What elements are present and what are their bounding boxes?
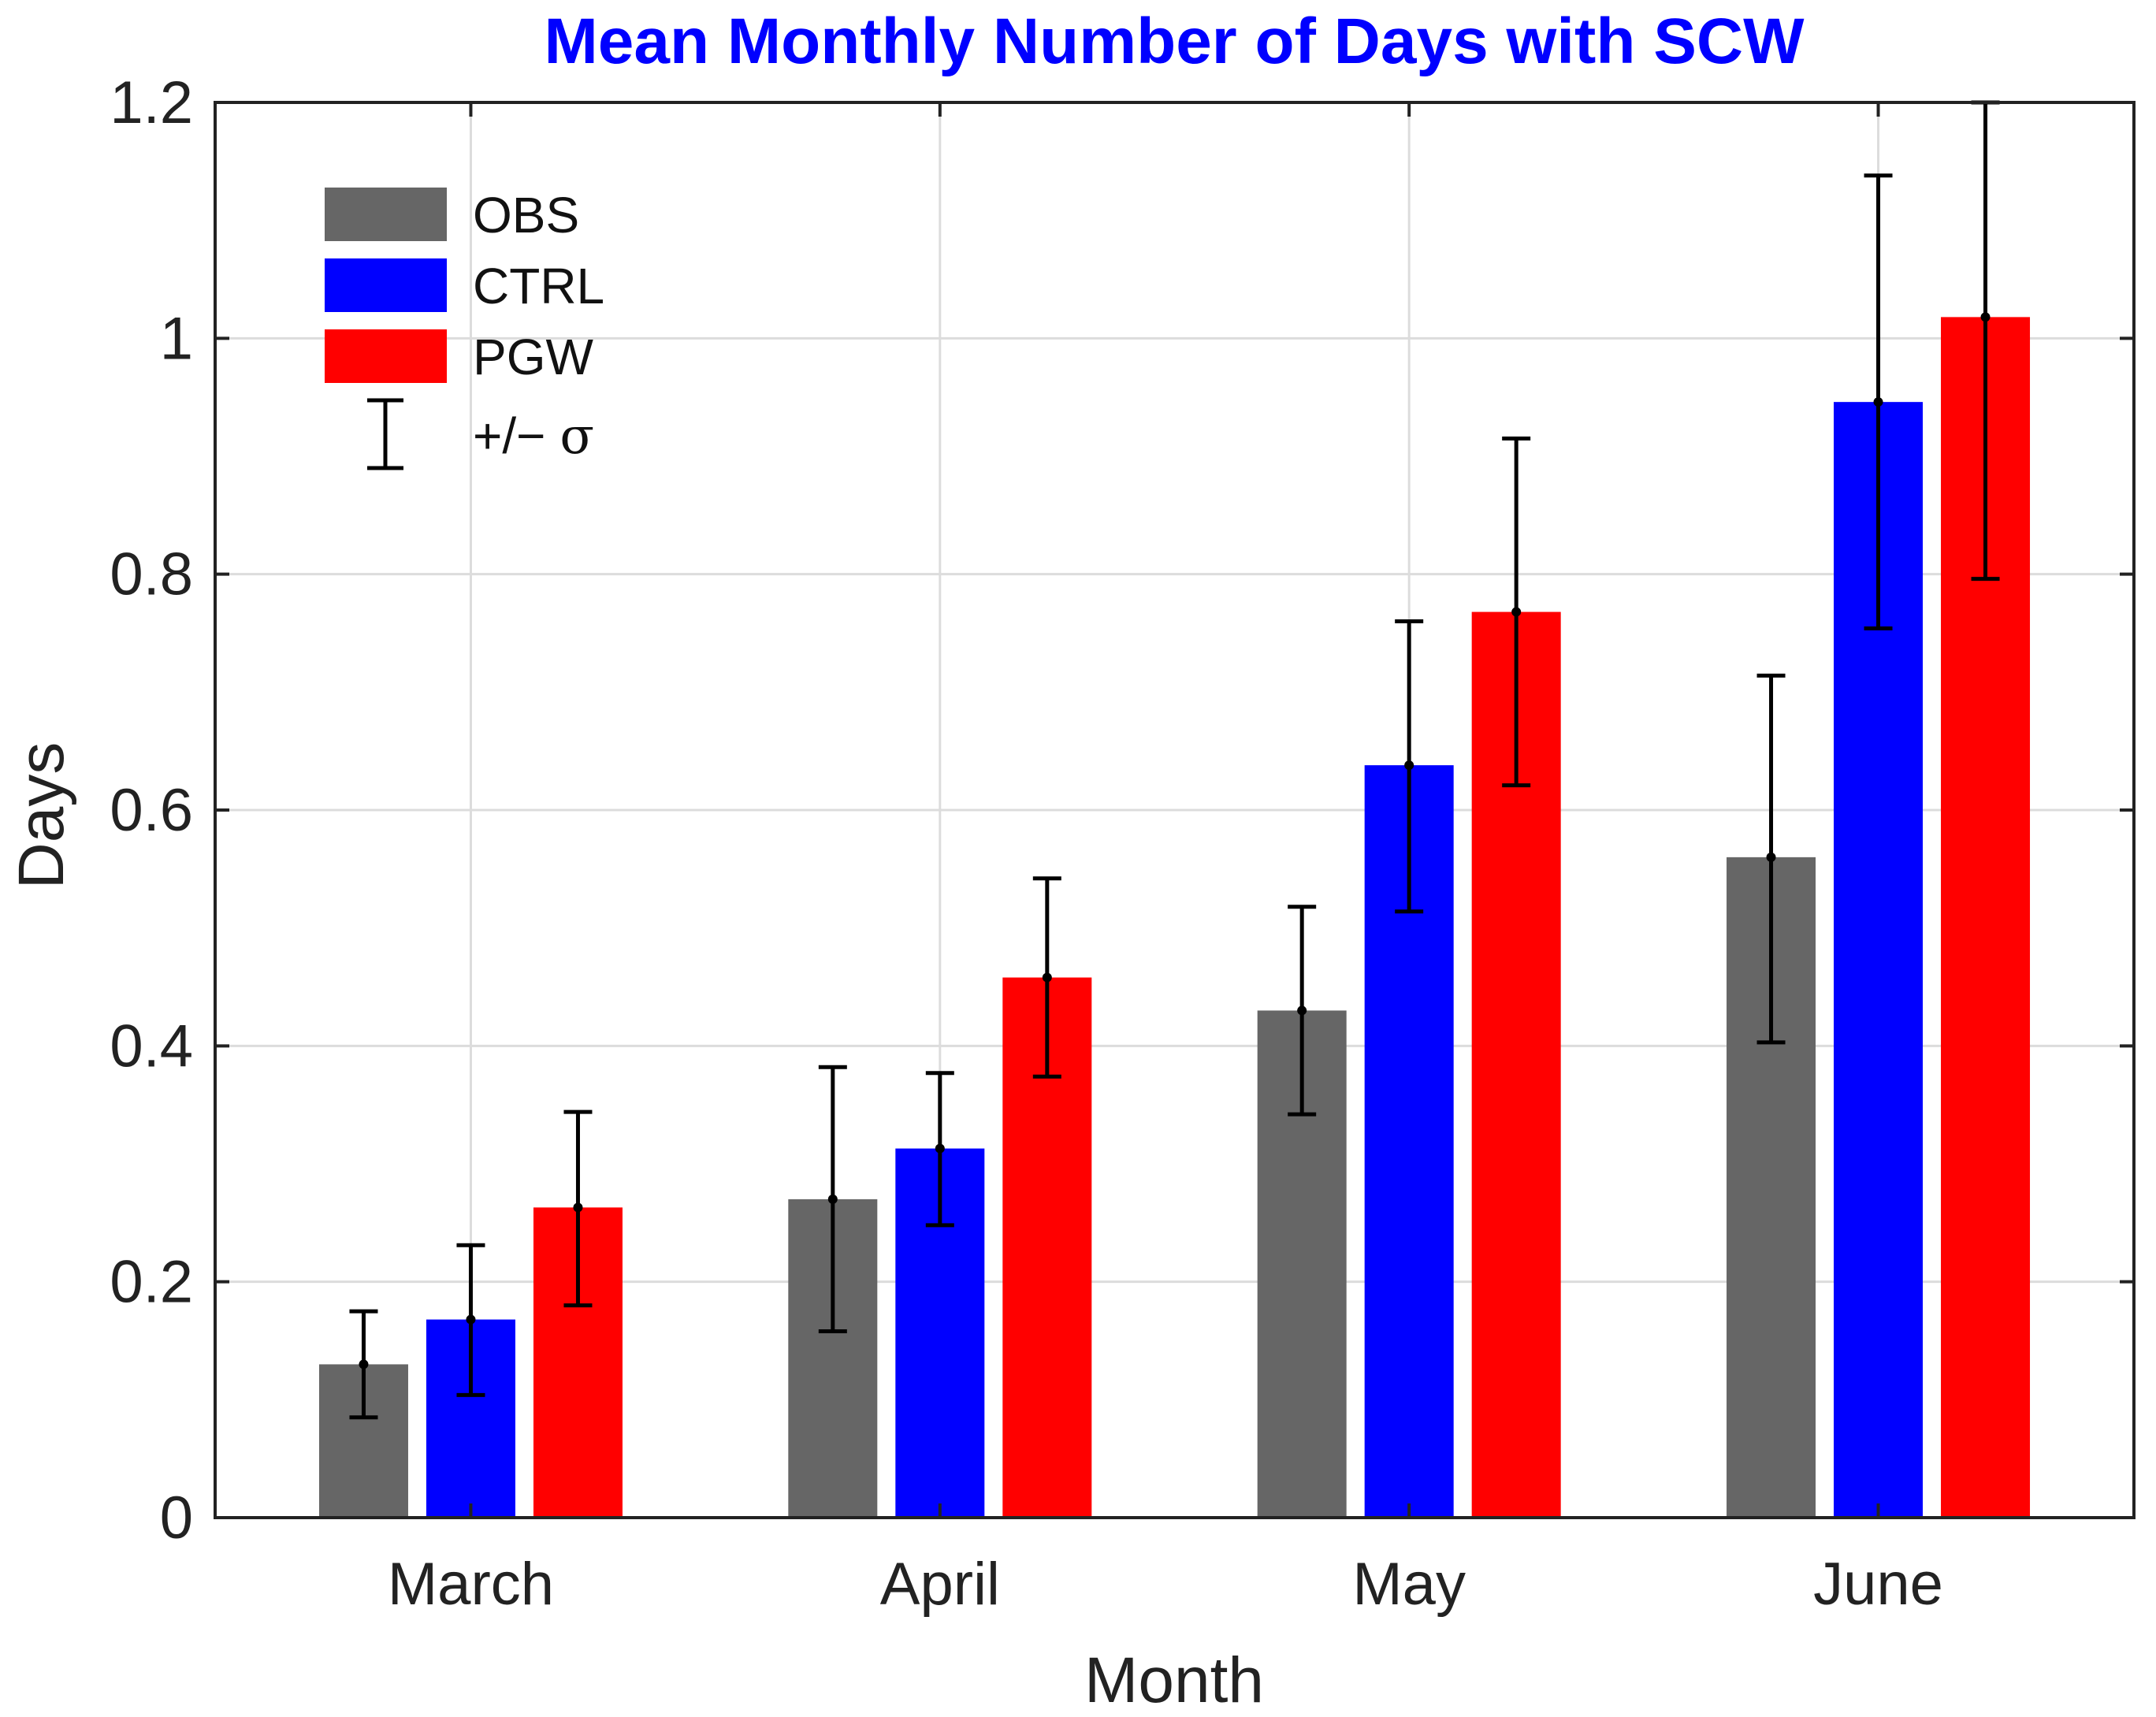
legend-label-obs: OBS: [473, 187, 579, 243]
mean-marker-obs: [1297, 1005, 1307, 1016]
mean-marker-obs: [1766, 852, 1776, 862]
mean-marker-obs: [359, 1359, 369, 1370]
mean-marker-ctrl: [466, 1314, 476, 1325]
legend: OBS CTRL PGW +/− σ: [325, 187, 604, 470]
y-tick-label: 0.2: [110, 1249, 193, 1316]
legend-swatch-obs: [325, 188, 447, 241]
chart-title: Mean Monthly Number of Days with SCW: [544, 6, 1805, 77]
legend-label-pgw: PGW: [473, 329, 593, 385]
mean-marker-ctrl: [1404, 760, 1414, 771]
x-tick-label: April: [880, 1551, 1000, 1618]
mean-marker-pgw: [1980, 312, 1991, 322]
x-tick-label: March: [388, 1551, 554, 1618]
y-tick-label: 0: [160, 1485, 193, 1552]
x-tick-label: June: [1813, 1551, 1943, 1618]
mean-marker-ctrl: [935, 1143, 945, 1154]
mean-marker-pgw: [1511, 607, 1522, 617]
mean-marker-obs: [827, 1194, 838, 1204]
y-tick-label: 0.4: [110, 1013, 193, 1080]
y-tick-label: 0.6: [110, 777, 193, 844]
legend-swatch-pgw: [325, 329, 447, 383]
y-tick-label: 0.8: [110, 541, 193, 608]
y-axis-label: Days: [6, 742, 77, 890]
y-tick-label: 1: [160, 305, 193, 372]
x-tick-label: May: [1352, 1551, 1466, 1618]
legend-label-ctrl: CTRL: [473, 258, 604, 314]
mean-marker-pgw: [573, 1202, 583, 1213]
legend-label-error: +/− σ: [473, 407, 594, 466]
legend-swatch-ctrl: [325, 258, 447, 312]
x-axis-label: Month: [1084, 1645, 1264, 1716]
mean-marker-ctrl: [1873, 397, 1883, 407]
mean-marker-pgw: [1042, 972, 1052, 983]
y-tick-label: 1.2: [110, 69, 193, 136]
